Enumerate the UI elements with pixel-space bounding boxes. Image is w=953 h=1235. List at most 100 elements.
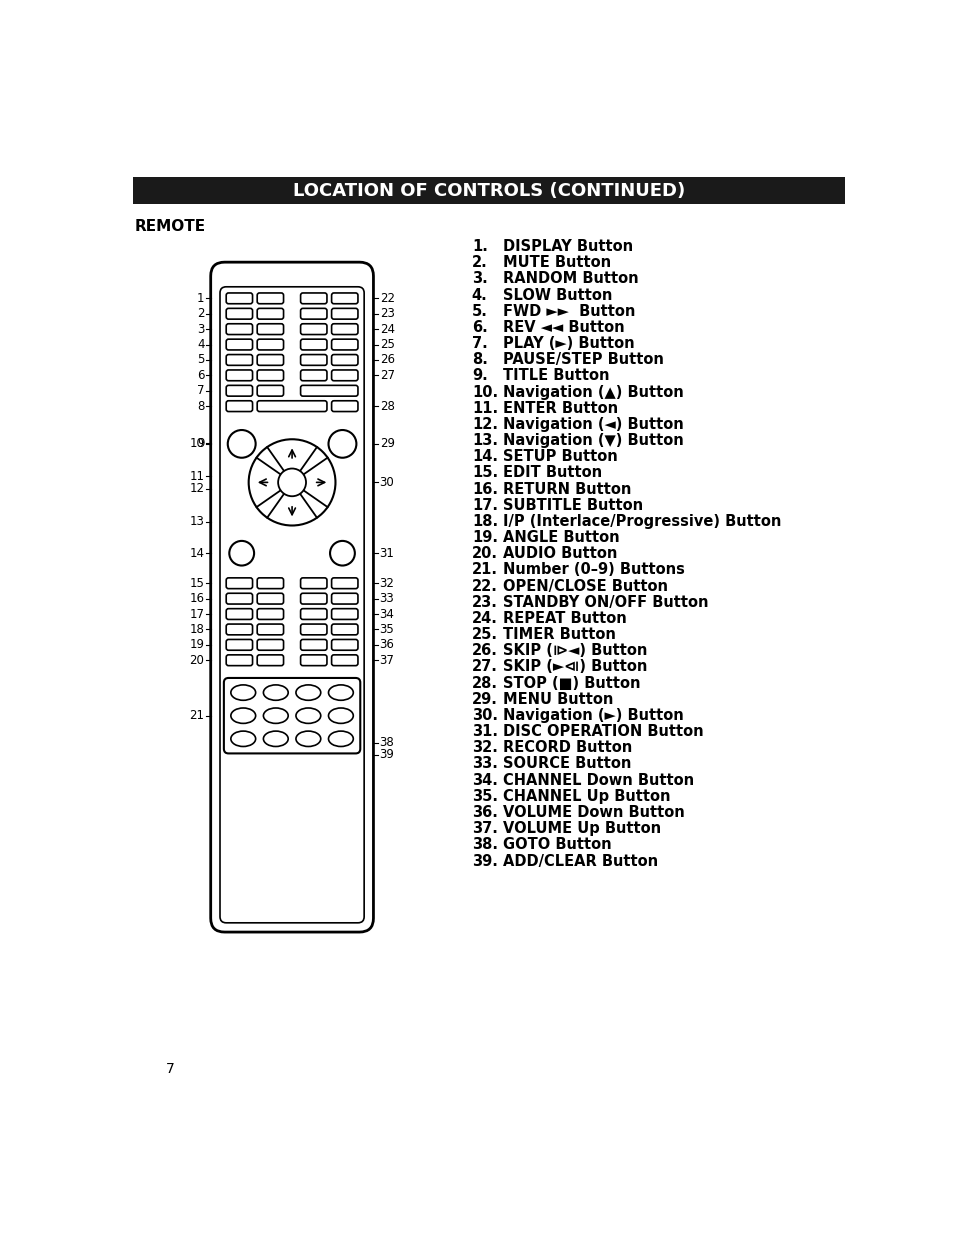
Ellipse shape [231, 731, 255, 746]
Ellipse shape [295, 685, 320, 700]
Text: TIMER Button: TIMER Button [502, 627, 615, 642]
FancyBboxPatch shape [332, 293, 357, 304]
FancyBboxPatch shape [300, 370, 327, 380]
Text: PLAY (►) Button: PLAY (►) Button [502, 336, 634, 351]
FancyBboxPatch shape [332, 609, 357, 620]
Text: EDIT Button: EDIT Button [502, 466, 601, 480]
FancyBboxPatch shape [226, 401, 253, 411]
FancyBboxPatch shape [332, 354, 357, 366]
FancyBboxPatch shape [300, 640, 327, 651]
Bar [133, 178, 843, 204]
Ellipse shape [295, 708, 320, 724]
Text: REMOTE: REMOTE [134, 219, 206, 235]
Text: 33: 33 [379, 592, 394, 605]
FancyBboxPatch shape [300, 655, 327, 666]
FancyBboxPatch shape [300, 593, 327, 604]
Text: 17: 17 [190, 608, 204, 620]
Text: 21: 21 [190, 709, 204, 722]
FancyBboxPatch shape [257, 340, 283, 350]
Text: REV ◄◄ Button: REV ◄◄ Button [502, 320, 624, 335]
FancyBboxPatch shape [226, 385, 253, 396]
FancyBboxPatch shape [226, 655, 253, 666]
FancyBboxPatch shape [300, 309, 327, 319]
Text: 32.: 32. [472, 740, 497, 756]
FancyBboxPatch shape [257, 354, 283, 366]
FancyBboxPatch shape [226, 609, 253, 620]
Text: 35: 35 [379, 622, 394, 636]
FancyBboxPatch shape [257, 370, 283, 380]
Text: 7.: 7. [472, 336, 487, 351]
Text: 6: 6 [196, 369, 204, 382]
Text: 28: 28 [379, 400, 395, 412]
Text: REPEAT Button: REPEAT Button [502, 611, 626, 626]
Text: 23: 23 [379, 308, 395, 320]
Text: 34.: 34. [472, 773, 497, 788]
Text: DISPLAY Button: DISPLAY Button [502, 240, 633, 254]
FancyBboxPatch shape [257, 655, 283, 666]
FancyBboxPatch shape [332, 593, 357, 604]
Text: ADD/CLEAR Button: ADD/CLEAR Button [502, 853, 658, 868]
Text: 25.: 25. [472, 627, 497, 642]
Text: 4: 4 [196, 338, 204, 351]
Text: CHANNEL Up Button: CHANNEL Up Button [502, 789, 670, 804]
Text: 32: 32 [379, 577, 395, 590]
Text: LOCATION OF CONTROLS (CONTINUED): LOCATION OF CONTROLS (CONTINUED) [293, 183, 684, 200]
FancyBboxPatch shape [211, 262, 373, 932]
Text: 35.: 35. [472, 789, 497, 804]
Text: 37: 37 [379, 653, 395, 667]
Text: 10: 10 [190, 437, 204, 450]
Circle shape [278, 468, 306, 496]
Text: RETURN Button: RETURN Button [502, 482, 631, 496]
Text: OPEN/CLOSE Button: OPEN/CLOSE Button [502, 579, 667, 594]
Text: 28.: 28. [472, 676, 497, 690]
Text: SKIP (⧐◄) Button: SKIP (⧐◄) Button [502, 643, 646, 658]
FancyBboxPatch shape [226, 370, 253, 380]
Ellipse shape [295, 731, 320, 746]
FancyBboxPatch shape [332, 324, 357, 335]
Text: 10.: 10. [472, 384, 497, 400]
Circle shape [330, 541, 355, 566]
FancyBboxPatch shape [224, 678, 360, 753]
Text: 2.: 2. [472, 256, 487, 270]
Text: 25: 25 [379, 338, 395, 351]
Text: Navigation (◄) Button: Navigation (◄) Button [502, 417, 683, 432]
Text: 19: 19 [190, 638, 204, 651]
Text: 16: 16 [190, 592, 204, 605]
Text: TITLE Button: TITLE Button [502, 368, 609, 383]
Text: 21.: 21. [472, 562, 497, 578]
Text: Number (0–9) Buttons: Number (0–9) Buttons [502, 562, 684, 578]
Text: 11.: 11. [472, 401, 497, 416]
Text: 18: 18 [190, 622, 204, 636]
FancyBboxPatch shape [332, 624, 357, 635]
Text: VOLUME Up Button: VOLUME Up Button [502, 821, 660, 836]
FancyBboxPatch shape [300, 609, 327, 620]
Ellipse shape [263, 685, 288, 700]
Text: 8.: 8. [472, 352, 487, 367]
Circle shape [328, 430, 356, 458]
FancyBboxPatch shape [332, 640, 357, 651]
Text: 23.: 23. [472, 595, 497, 610]
Text: 13: 13 [190, 515, 204, 529]
Text: PAUSE/STEP Button: PAUSE/STEP Button [502, 352, 663, 367]
Text: SLOW Button: SLOW Button [502, 288, 612, 303]
FancyBboxPatch shape [257, 309, 283, 319]
Text: 31.: 31. [472, 724, 497, 740]
Text: 15.: 15. [472, 466, 497, 480]
Text: 5.: 5. [472, 304, 487, 319]
Text: 26: 26 [379, 353, 395, 367]
FancyBboxPatch shape [332, 370, 357, 380]
FancyBboxPatch shape [300, 624, 327, 635]
Text: 31: 31 [379, 547, 395, 559]
Text: SETUP Button: SETUP Button [502, 450, 617, 464]
Text: 24: 24 [379, 322, 395, 336]
Text: 22: 22 [379, 291, 395, 305]
Text: MENU Button: MENU Button [502, 692, 613, 706]
Text: 18.: 18. [472, 514, 497, 529]
Text: 1: 1 [196, 291, 204, 305]
FancyBboxPatch shape [300, 385, 357, 396]
Ellipse shape [231, 685, 255, 700]
Text: I/P (Interlace/Progressive) Button: I/P (Interlace/Progressive) Button [502, 514, 781, 529]
Text: GOTO Button: GOTO Button [502, 837, 611, 852]
FancyBboxPatch shape [300, 578, 327, 589]
Text: 8: 8 [197, 400, 204, 412]
